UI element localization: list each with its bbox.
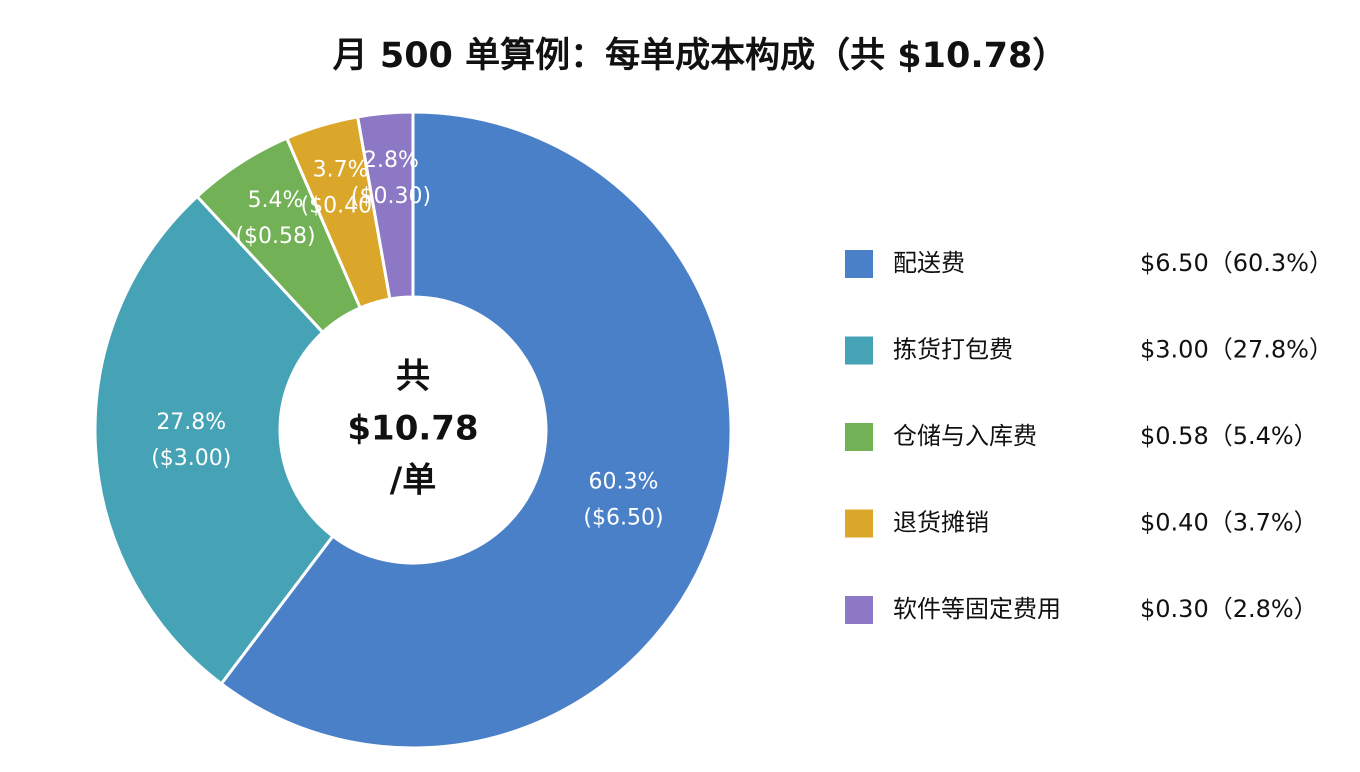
legend-value: $6.50（60.3%） bbox=[1140, 249, 1333, 277]
legend-label: 软件等固定费用 bbox=[893, 595, 1061, 623]
legend-label: 仓储与入库费 bbox=[893, 422, 1037, 450]
donut-slice bbox=[219, 110, 733, 750]
chart-title: 月 500 单算例：每单成本构成（共 $10.78） bbox=[333, 36, 1068, 76]
legend-value: $0.30（2.8%） bbox=[1140, 595, 1318, 623]
slice-percent-label: 5.4% bbox=[248, 188, 304, 213]
slice-value-label: ($0.30) bbox=[351, 184, 431, 209]
center-text: 共 bbox=[396, 357, 430, 397]
slice-percent-label: 60.3% bbox=[589, 470, 659, 495]
legend-swatch bbox=[845, 336, 873, 365]
slice-value-label: ($3.00) bbox=[151, 446, 231, 471]
legend-label: 拣货打包费 bbox=[893, 336, 1013, 364]
donut-slice bbox=[93, 194, 335, 686]
legend-value: $0.58（5.4%） bbox=[1140, 422, 1318, 450]
donut-slice bbox=[355, 110, 415, 301]
slice-percent-label: 2.8% bbox=[363, 148, 419, 173]
legend-label: 退货摊销 bbox=[893, 509, 989, 537]
slice-percent-label: 27.8% bbox=[156, 410, 226, 435]
legend-value: $0.40（3.7%） bbox=[1140, 509, 1318, 537]
legend-value: $3.00（27.8%） bbox=[1140, 336, 1333, 364]
slice-value-label: ($0.58) bbox=[235, 224, 315, 249]
center-text: /单 bbox=[390, 461, 436, 501]
slice-percent-label: 3.7% bbox=[313, 158, 369, 183]
legend-swatch bbox=[845, 423, 873, 451]
legend-swatch bbox=[845, 250, 873, 278]
legend-label: 配送费 bbox=[893, 249, 965, 277]
legend-swatch bbox=[845, 509, 873, 538]
slice-value-label: ($0.40) bbox=[301, 194, 381, 219]
slice-value-label: ($6.50) bbox=[583, 506, 663, 531]
center-text: $10.78 bbox=[347, 409, 478, 449]
legend-swatch bbox=[845, 596, 873, 624]
